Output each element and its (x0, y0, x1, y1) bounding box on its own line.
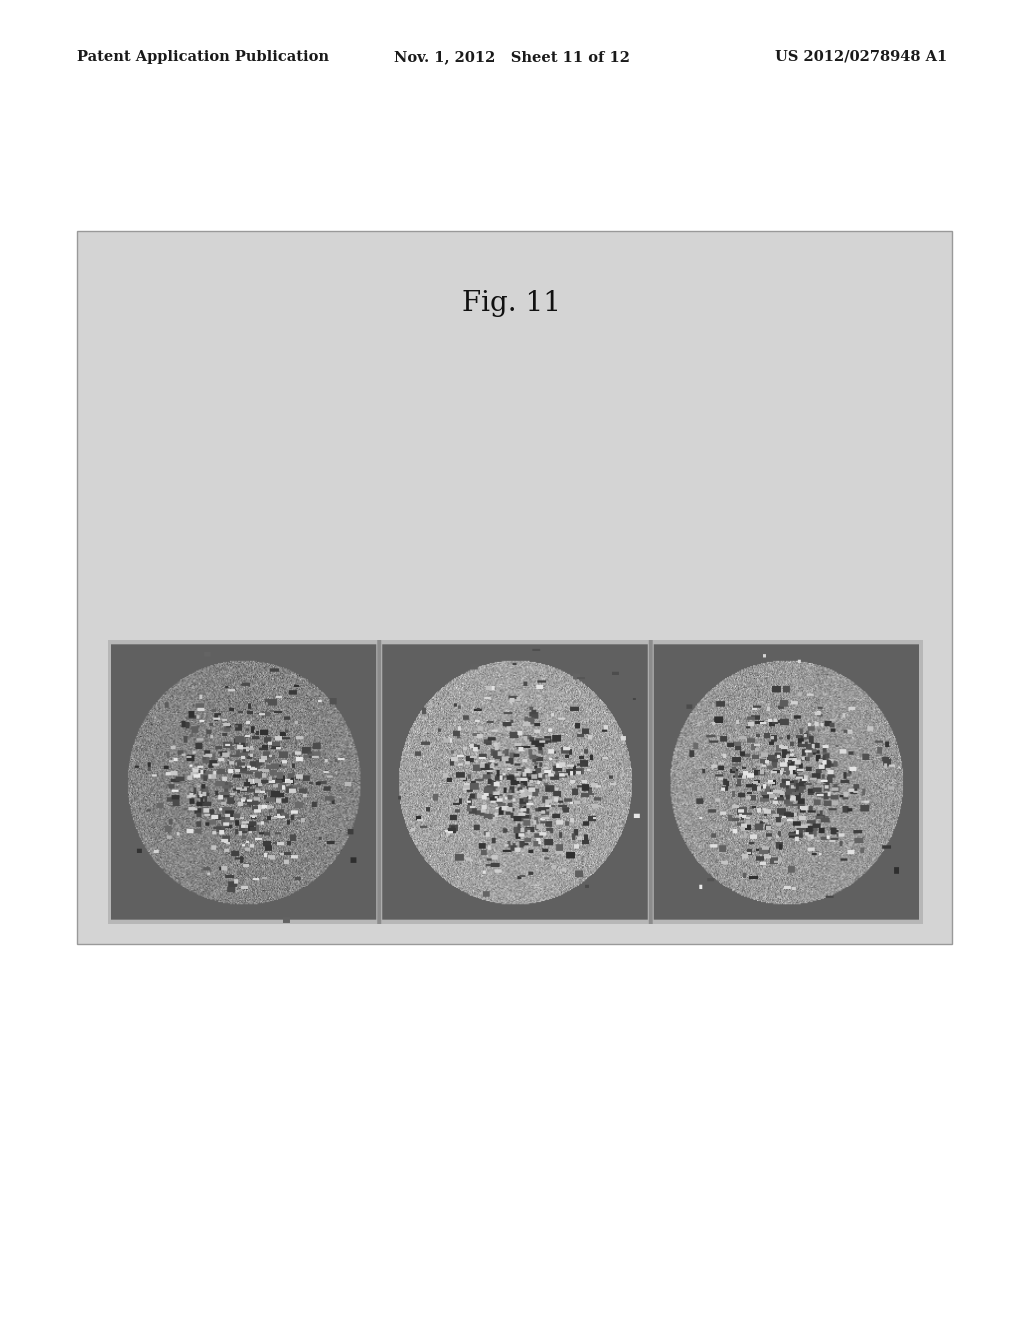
Text: Fig. 11: Fig. 11 (463, 290, 561, 317)
Text: Nov. 1, 2012   Sheet 11 of 12: Nov. 1, 2012 Sheet 11 of 12 (394, 50, 630, 63)
Text: US 2012/0278948 A1: US 2012/0278948 A1 (775, 50, 947, 63)
Text: Patent Application Publication: Patent Application Publication (77, 50, 329, 63)
Text: #1: #1 (516, 779, 539, 793)
Text: #2: #2 (721, 779, 743, 793)
Text: Wild-type: Wild-type (183, 779, 257, 793)
Text: 35S::PRR5-VP32: 35S::PRR5-VP32 (568, 726, 691, 741)
Text: Low-temperature stress test (-5°C, 1 day): Low-temperature stress test (-5°C, 1 day… (118, 653, 464, 672)
Bar (77, 231, 952, 944)
